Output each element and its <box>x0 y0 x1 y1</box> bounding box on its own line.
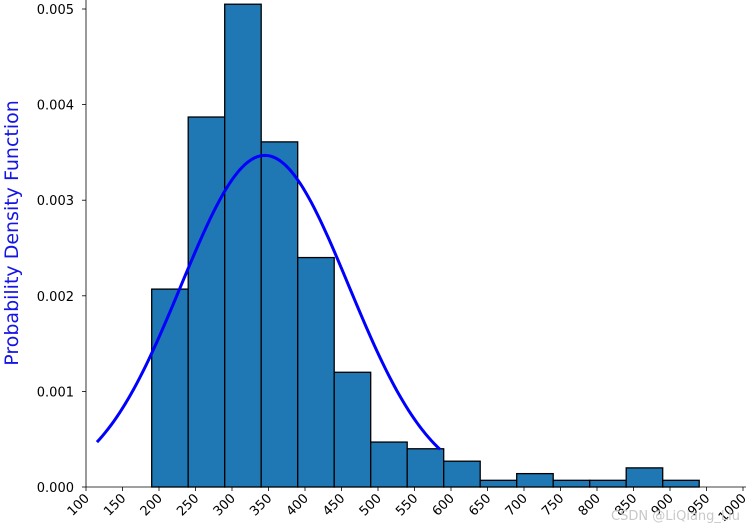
x-tick-label: 600 <box>430 491 458 519</box>
histogram-bar <box>516 472 554 488</box>
x-tick-label: 150 <box>101 491 129 519</box>
histogram-bar <box>370 441 408 488</box>
histogram-bar <box>406 448 445 488</box>
y-tick-label: 0.002 <box>37 290 74 305</box>
histogram-bar <box>552 479 591 488</box>
histogram-bar <box>625 467 664 488</box>
x-tick-label: 450 <box>320 491 348 519</box>
y-tick-label: 0.004 <box>37 99 74 114</box>
histogram-bar <box>151 288 189 488</box>
x-tick-label: 550 <box>393 491 421 519</box>
x-tick-label: 250 <box>174 491 202 519</box>
y-tick-label: 0.005 <box>37 3 74 18</box>
histogram-bar <box>187 116 226 488</box>
x-tick-label: 500 <box>357 491 385 519</box>
x-tick-label: 200 <box>138 491 166 519</box>
histogram-bar <box>589 479 627 488</box>
y-tick-label: 0.001 <box>37 385 74 400</box>
x-tick-label: 750 <box>539 491 567 519</box>
x-tick-label: 650 <box>466 491 494 519</box>
histogram-bar <box>443 460 481 488</box>
histogram-bar <box>224 3 262 488</box>
y-axis-label: Probability Density Function <box>1 100 23 366</box>
histogram-bar <box>662 479 700 488</box>
x-tick-label: 700 <box>503 491 531 519</box>
y-tick-label: 0.000 <box>37 481 74 496</box>
x-tick-label: 350 <box>247 491 275 519</box>
x-tick-label: 800 <box>576 491 604 519</box>
histogram-bar <box>260 141 299 488</box>
histogram-bar <box>479 479 518 488</box>
pdf-curve <box>95 153 442 451</box>
y-axis-ticks: 0.000 0.001 0.002 0.003 0.004 0.005 <box>37 3 86 496</box>
y-tick-label: 0.003 <box>37 194 74 209</box>
x-tick-label: 400 <box>284 491 312 519</box>
histogram-bars <box>151 3 700 488</box>
watermark: CSDN @LiQiang_Liu <box>611 509 740 524</box>
histogram-bar <box>333 371 372 488</box>
x-tick-label: 300 <box>211 491 239 519</box>
histogram-bar <box>297 256 335 488</box>
